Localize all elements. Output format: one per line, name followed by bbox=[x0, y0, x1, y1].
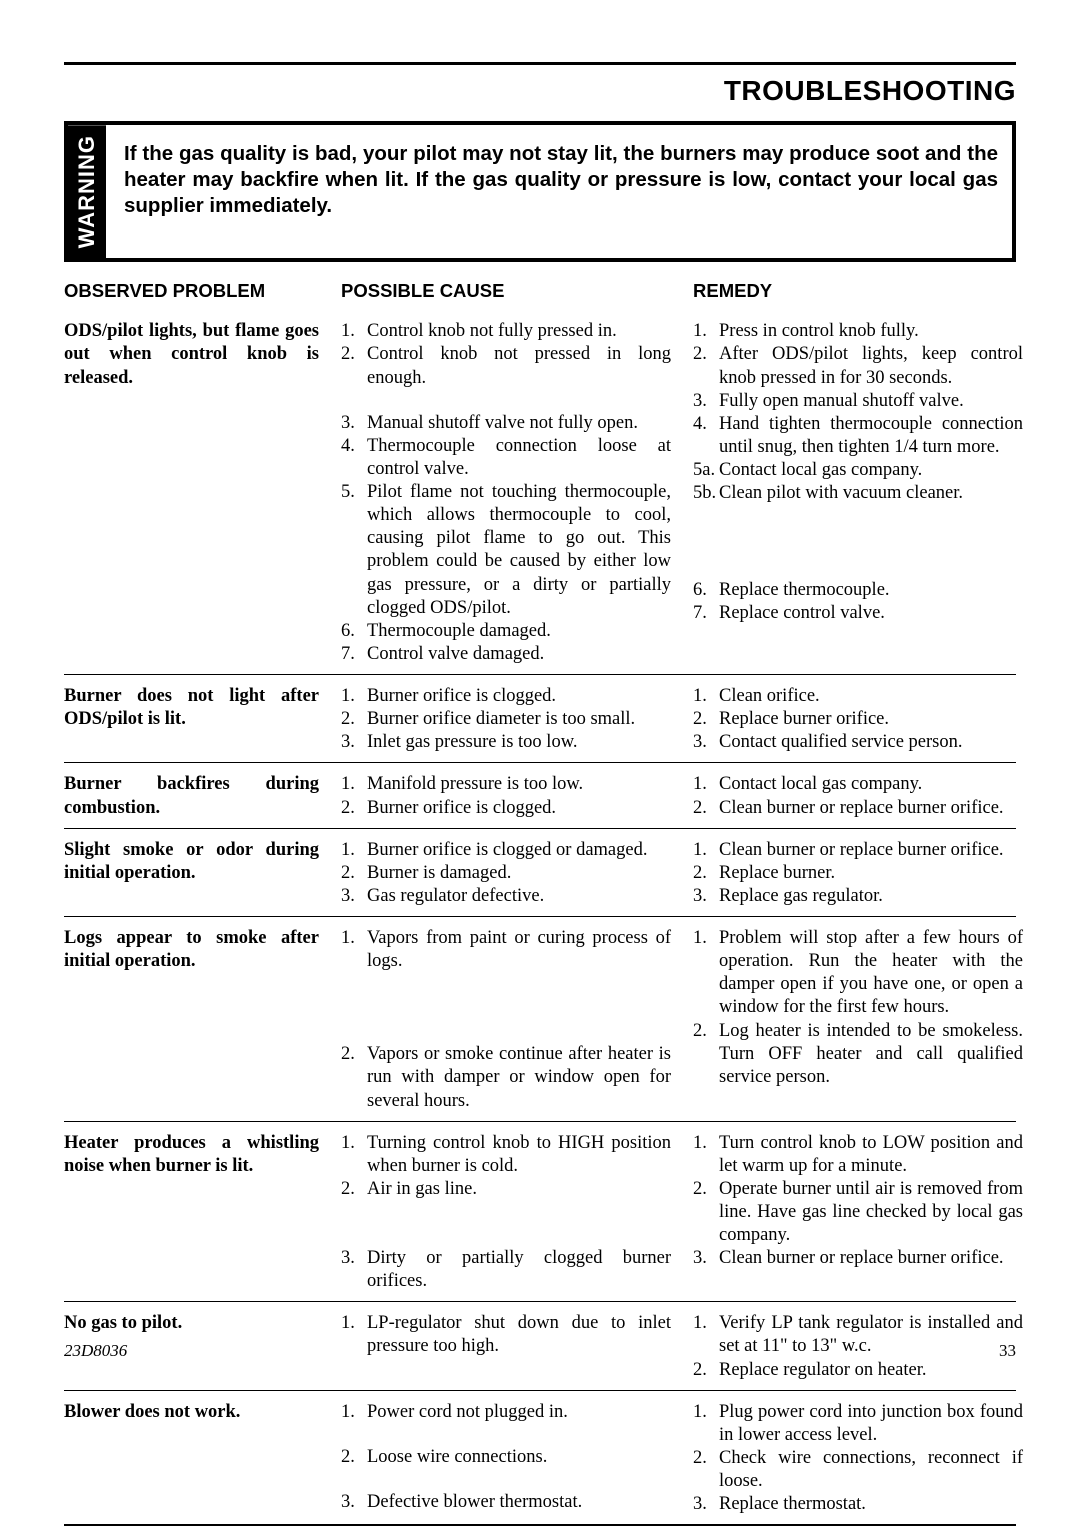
remedy-item: 2.Operate burner until air is removed fr… bbox=[693, 1178, 1023, 1247]
remedy-item: 6.Replace thermocouple. bbox=[693, 579, 1023, 602]
header-remedy: REMEDY bbox=[693, 280, 1023, 310]
cause-item: 4.Thermocouple connection loose at contr… bbox=[341, 435, 671, 481]
observed-problem: Burner backfires during combustion. bbox=[64, 773, 319, 819]
cause-item: 1.Manifold pressure is too low. bbox=[341, 773, 671, 796]
remedy-item: 7.Replace control valve. bbox=[693, 602, 1023, 625]
remedy-item: 1.Press in control knob fully. bbox=[693, 320, 1023, 343]
warning-text: If the gas quality is bad, your pilot ma… bbox=[106, 125, 1012, 258]
cause-item: 2.Control knob not pressed in long enoug… bbox=[341, 343, 671, 389]
remedy-item: 1.Turn control knob to LOW position and … bbox=[693, 1132, 1023, 1178]
header-problem: OBSERVED PROBLEM bbox=[64, 280, 319, 310]
observed-problem: Blower does not work. bbox=[64, 1401, 319, 1517]
cause-item: 2.Vapors or smoke continue after heater … bbox=[341, 1043, 671, 1112]
cause-item: 1.Turning control knob to HIGH position … bbox=[341, 1132, 671, 1178]
warning-box: WARNING If the gas quality is bad, your … bbox=[64, 121, 1016, 262]
remedies: 1.Plug power cord into junction box foun… bbox=[693, 1401, 1023, 1517]
possible-causes: 1.Manifold pressure is too low.2.Burner … bbox=[341, 773, 671, 819]
cause-item: 1.Burner orifice is clogged. bbox=[341, 685, 671, 708]
table-row: Burner backfires during combustion. 1.Man… bbox=[64, 763, 1016, 828]
header-cause: POSSIBLE CAUSE bbox=[341, 280, 671, 310]
observed-problem: Logs appear to smoke after initial opera… bbox=[64, 927, 319, 1113]
table-row: Heater produces a whistling noise when b… bbox=[64, 1122, 1016, 1303]
remedies: 1.Clean orifice.2.Replace burner orifice… bbox=[693, 685, 1023, 754]
remedy-item: 1.Plug power cord into junction box foun… bbox=[693, 1401, 1023, 1447]
remedy-item: 1.Problem will stop after a few hours of… bbox=[693, 927, 1023, 1020]
table-row: ODS/pilot lights, but flame goes out whe… bbox=[64, 310, 1016, 675]
remedy-item: 3.Replace gas regulator. bbox=[693, 885, 1023, 908]
top-rule bbox=[64, 62, 1016, 65]
table-row: Blower does not work.1.Power cord not pl… bbox=[64, 1391, 1016, 1526]
table-row: Burner does not light after ODS/pilot is… bbox=[64, 675, 1016, 763]
cause-item: 7.Control valve damaged. bbox=[341, 643, 671, 666]
remedy-item: 2.Log heater is intended to be smokeless… bbox=[693, 1020, 1023, 1089]
remedy-item: 1.Clean burner or replace burner orifice… bbox=[693, 839, 1023, 862]
cause-item: 1.Power cord not plugged in. bbox=[341, 1401, 671, 1424]
page-footer: 23D8036 33 bbox=[64, 1341, 1016, 1361]
cause-item: 2.Burner is damaged. bbox=[341, 862, 671, 885]
section-title: TROUBLESHOOTING bbox=[64, 75, 1016, 107]
remedy-item: 3.Contact qualified service person. bbox=[693, 731, 1023, 754]
cause-item: 3.Defective blower thermostat. bbox=[341, 1491, 671, 1514]
remedy-item: 3.Clean burner or replace burner orifice… bbox=[693, 1247, 1023, 1270]
remedies: 1.Contact local gas company.2.Clean burn… bbox=[693, 773, 1023, 819]
remedy-item: 1.Clean orifice. bbox=[693, 685, 1023, 708]
cause-item: 2.Loose wire connections. bbox=[341, 1446, 671, 1469]
possible-causes: 1.Burner orifice is clogged or damaged.2… bbox=[341, 839, 671, 908]
remedy-item: 2.Replace burner orifice. bbox=[693, 708, 1023, 731]
cause-item: 1.Burner orifice is clogged or damaged. bbox=[341, 839, 671, 862]
remedies: 1.Press in control knob fully.2.After OD… bbox=[693, 320, 1023, 666]
cause-item: 3.Gas regulator defective. bbox=[341, 885, 671, 908]
cause-item: 3.Dirty or partially clogged burner orif… bbox=[341, 1247, 671, 1293]
remedy-item: 3.Replace thermostat. bbox=[693, 1493, 1023, 1516]
remedy-item: 2.Check wire connections, reconnect if l… bbox=[693, 1447, 1023, 1493]
doc-number: 23D8036 bbox=[64, 1341, 127, 1361]
column-headers: OBSERVED PROBLEM POSSIBLE CAUSE REMEDY bbox=[64, 280, 1016, 310]
cause-item: 1.Vapors from paint or curing process of… bbox=[341, 927, 671, 973]
possible-causes: 1.Vapors from paint or curing process of… bbox=[341, 927, 671, 1113]
remedy-item: 2.Clean burner or replace burner orifice… bbox=[693, 797, 1023, 820]
remedy-item: 5b.Clean pilot with vacuum cleaner. bbox=[693, 482, 1023, 505]
remedy-item: 1.Contact local gas company. bbox=[693, 773, 1023, 796]
observed-problem: ODS/pilot lights, but flame goes out whe… bbox=[64, 320, 319, 666]
cause-item: 6.Thermocouple damaged. bbox=[341, 620, 671, 643]
observed-problem: Slight smoke or odor during initial oper… bbox=[64, 839, 319, 908]
cause-item: 5.Pilot flame not touching thermocouple,… bbox=[341, 481, 671, 620]
remedy-item: 2.After ODS/pilot lights, keep control k… bbox=[693, 343, 1023, 389]
table-row: Logs appear to smoke after initial opera… bbox=[64, 917, 1016, 1122]
table-row: Slight smoke or odor during initial oper… bbox=[64, 829, 1016, 917]
possible-causes: 1.Burner orifice is clogged.2.Burner ori… bbox=[341, 685, 671, 754]
cause-item: 2.Burner orifice diameter is too small. bbox=[341, 708, 671, 731]
observed-problem: Heater produces a whistling noise when b… bbox=[64, 1132, 319, 1294]
remedies: 1.Turn control knob to LOW position and … bbox=[693, 1132, 1023, 1294]
cause-item: 3.Inlet gas pressure is too low. bbox=[341, 731, 671, 754]
remedies: 1.Clean burner or replace burner orifice… bbox=[693, 839, 1023, 908]
remedy-item: 3.Fully open manual shutoff valve. bbox=[693, 390, 1023, 413]
page-number: 33 bbox=[999, 1341, 1016, 1361]
remedy-item: 5a.Contact local gas company. bbox=[693, 459, 1023, 482]
possible-causes: 1.Power cord not plugged in. 2.Loose wire… bbox=[341, 1401, 671, 1517]
remedies: 1.Problem will stop after a few hours of… bbox=[693, 927, 1023, 1113]
observed-problem: Burner does not light after ODS/pilot is… bbox=[64, 685, 319, 754]
remedy-item: 2.Replace regulator on heater. bbox=[693, 1359, 1023, 1382]
warning-label: WARNING bbox=[68, 125, 106, 258]
possible-causes: 1.Control knob not fully pressed in.2.Co… bbox=[341, 320, 671, 666]
cause-item: 2.Air in gas line. bbox=[341, 1178, 671, 1201]
possible-causes: 1.Turning control knob to HIGH position … bbox=[341, 1132, 671, 1294]
cause-item: 1.Control knob not fully pressed in. bbox=[341, 320, 671, 343]
remedy-item: 2.Replace burner. bbox=[693, 862, 1023, 885]
cause-item: 3.Manual shutoff valve not fully open. bbox=[341, 412, 671, 435]
cause-item: 2.Burner orifice is clogged. bbox=[341, 797, 671, 820]
remedy-item: 4.Hand tighten thermocouple connection u… bbox=[693, 413, 1023, 459]
